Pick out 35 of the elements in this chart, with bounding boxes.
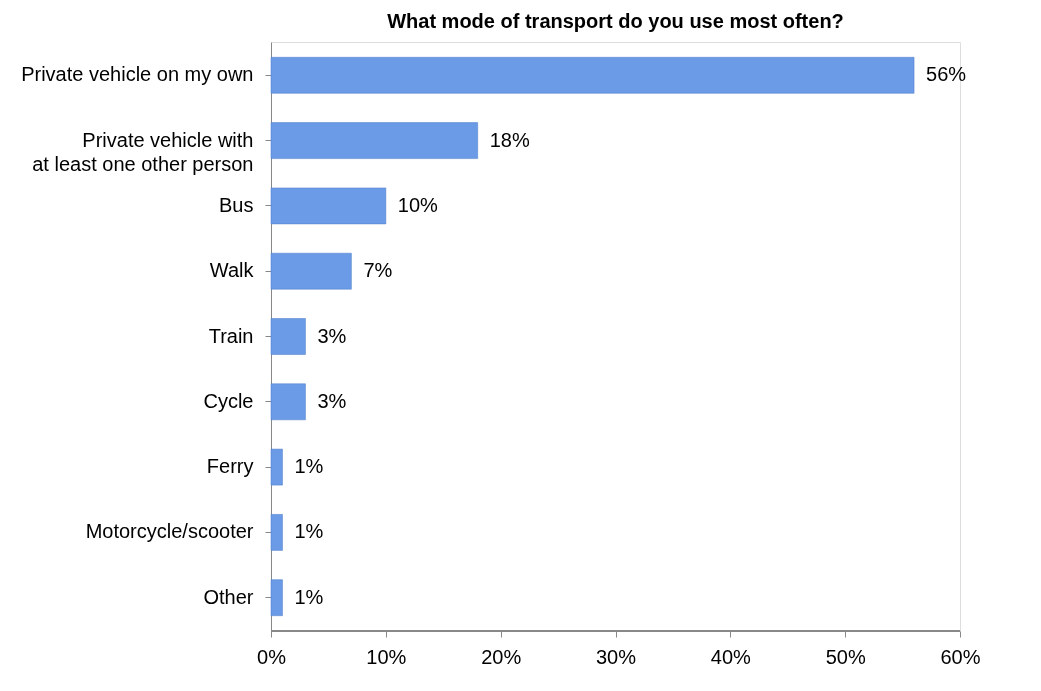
- y-tick-label: Walk: [209, 259, 255, 282]
- y-tick-label: Other: [203, 585, 254, 608]
- bar: [270, 579, 283, 616]
- y-tick-label: Ferry: [206, 455, 254, 478]
- bar: [270, 318, 306, 355]
- data-label: 3%: [317, 389, 347, 412]
- data-label: 3%: [317, 324, 347, 347]
- bar: [270, 383, 306, 421]
- y-tick-label: Motorcycle/scooter: [85, 520, 254, 543]
- bar: [270, 122, 478, 159]
- y-tick-label: Cycle: [203, 389, 254, 412]
- data-label: 1%: [294, 520, 324, 543]
- x-tick-label: 60%: [940, 645, 981, 668]
- data-label: 7%: [363, 259, 393, 282]
- x-tick-label: 40%: [710, 645, 752, 668]
- y-tick-label: Private vehicle with at least one other person: [32, 128, 254, 175]
- y-tick-label: Train: [208, 324, 254, 347]
- x-tick-label: 30%: [595, 645, 637, 668]
- bar: [270, 187, 387, 225]
- data-label: 56%: [926, 63, 967, 86]
- x-tick-label: 20%: [481, 645, 522, 668]
- bar: [270, 448, 283, 486]
- data-label: 18%: [489, 128, 530, 151]
- x-tick-label: 10%: [366, 645, 407, 668]
- bar: [270, 57, 915, 94]
- x-tick-label: 0%: [257, 645, 287, 668]
- data-label: 10%: [397, 193, 439, 216]
- x-tick-label: 50%: [825, 645, 866, 668]
- chart-title: What mode of transport do you use most often?: [387, 10, 844, 32]
- data-label: 1%: [294, 455, 324, 478]
- y-tick-label: Bus: [219, 193, 254, 216]
- bar: [270, 514, 283, 551]
- data-label: 1%: [294, 585, 324, 608]
- y-tick-label: Private vehicle on my own: [21, 63, 254, 86]
- bar: [270, 252, 352, 290]
